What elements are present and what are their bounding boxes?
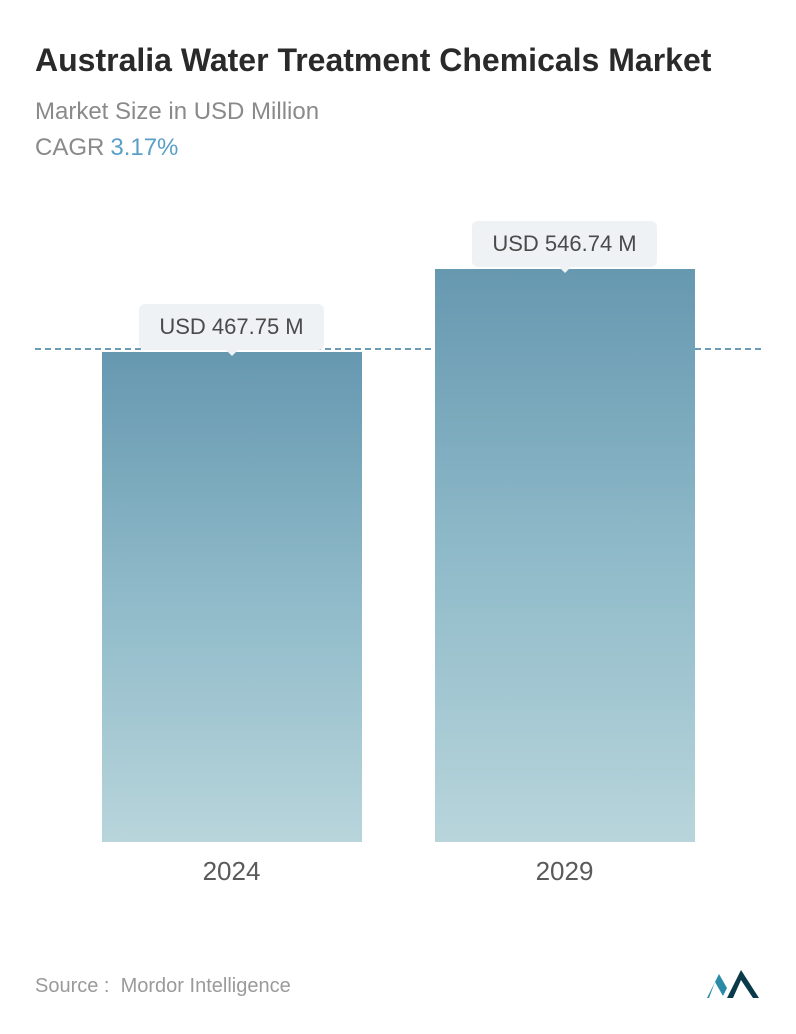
footer: Source : Mordor Intelligence (35, 968, 761, 1004)
badge-pointer-2024 (222, 346, 242, 356)
chart-subtitle: Market Size in USD Million (35, 98, 761, 126)
value-badge-2024: USD 467.75 M (139, 304, 323, 350)
source-text: Source : Mordor Intelligence (35, 975, 291, 998)
bar-group-2024: USD 467.75 M2024 (92, 352, 372, 842)
cagr-value: 3.17% (110, 134, 178, 161)
cagr-label: CAGR (35, 134, 104, 161)
cagr-line: CAGR3.17% (35, 134, 761, 162)
source-name: Mordor Intelligence (121, 975, 291, 997)
mordor-logo-icon (705, 968, 761, 1004)
badge-pointer-2029 (555, 263, 575, 273)
bar-group-2029: USD 546.74 M2029 (425, 269, 705, 842)
bar-2029 (435, 269, 695, 842)
bar-2024 (102, 352, 362, 842)
year-label-2024: 2024 (203, 856, 261, 887)
source-label: Source : (35, 975, 109, 997)
chart-title: Australia Water Treatment Chemicals Mark… (35, 40, 761, 80)
value-badge-2029: USD 546.74 M (472, 221, 656, 267)
year-label-2029: 2029 (536, 856, 594, 887)
chart-area: USD 467.75 M2024USD 546.74 M2029 (35, 252, 761, 892)
